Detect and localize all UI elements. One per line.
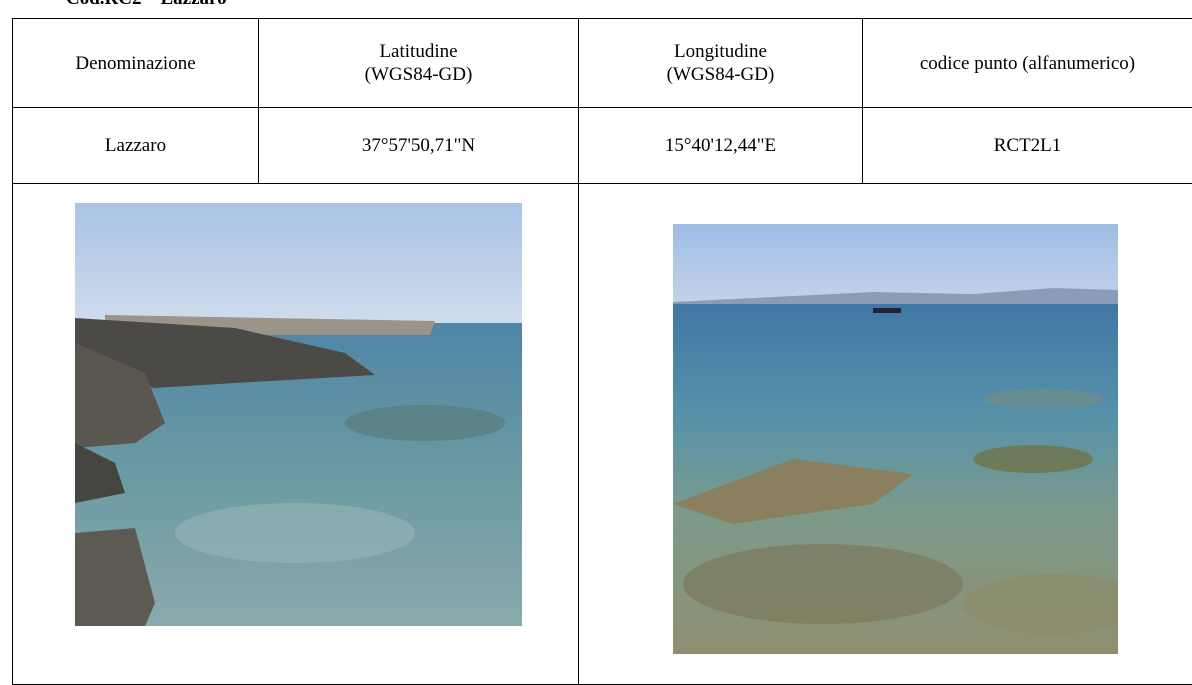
title: Cod.RC2 – Lazzaro (66, 0, 227, 10)
cell: 37°57'50,71"N (259, 108, 579, 184)
header-cell: Denominazione (13, 19, 259, 108)
data-row: Lazzaro 37°57'50,71"N 15°40'12,44"E RCT2… (13, 108, 1192, 184)
cell: RCT2L1 (863, 108, 1192, 184)
header-cell: Latitudine (WGS84-GD) (259, 19, 579, 108)
photo-cell (13, 184, 579, 685)
station-table: Denominazione Latitudine (WGS84-GD) Long… (12, 18, 1192, 685)
photo-left (75, 203, 522, 626)
page: Cod.RC2 – Lazzaro Denominazione Latitudi… (0, 0, 1192, 664)
photo-cell (579, 184, 1192, 685)
cell: Lazzaro (13, 108, 259, 184)
cell: 15°40'12,44"E (579, 108, 863, 184)
header-cell: codice punto (alfanumerico) (863, 19, 1192, 108)
header-cell: Longitudine (WGS84-GD) (579, 19, 863, 108)
photo-row (13, 184, 1192, 685)
photo-right (673, 224, 1118, 654)
header-row: Denominazione Latitudine (WGS84-GD) Long… (13, 19, 1192, 108)
